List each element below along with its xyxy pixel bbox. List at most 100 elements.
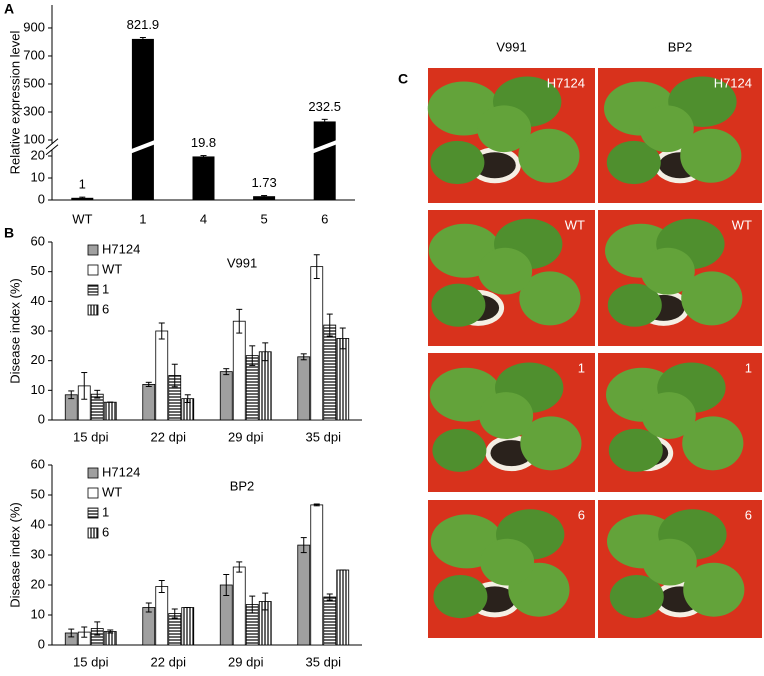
bar: [219, 371, 233, 421]
leaf: [478, 247, 533, 295]
error-bar: [171, 608, 178, 619]
bar: [258, 351, 272, 421]
error-bar: [81, 626, 88, 638]
chart-subtitle: BP2: [230, 478, 255, 493]
legend-label: WT: [102, 261, 122, 276]
plant-photo: [598, 500, 762, 638]
error-bar: [94, 621, 101, 636]
leaf: [606, 140, 661, 185]
leaf: [520, 416, 582, 471]
y-tick-label: 700: [23, 47, 45, 62]
photo-label: WT: [565, 217, 585, 232]
leaf: [477, 105, 532, 153]
photo-label: 6: [745, 507, 752, 522]
y-tick-label: 0: [38, 636, 45, 651]
error-bar: [68, 390, 75, 400]
bar: [103, 401, 117, 421]
x-tick-label: WT: [72, 211, 92, 226]
x-tick-label: 35 dpi: [306, 654, 342, 669]
photo-label: H7124: [714, 75, 752, 90]
value-label: 19.8: [191, 135, 216, 150]
leaf: [607, 283, 662, 327]
panel-label: A: [4, 1, 14, 17]
x-tick-label: 5: [260, 211, 267, 226]
y-axis-label: Disease index (%): [7, 502, 22, 608]
error-bar: [81, 372, 88, 400]
x-tick-label: 29 dpi: [228, 654, 264, 669]
error-bar: [184, 394, 191, 403]
axis-break-mark: [45, 144, 59, 156]
error-bar: [313, 254, 320, 279]
leaf: [480, 538, 535, 586]
bar: [142, 607, 156, 646]
value-label: 1: [79, 177, 86, 192]
leaf: [639, 105, 694, 153]
y-tick-label: 50: [31, 486, 45, 501]
column-header: BP2: [668, 39, 693, 54]
photo-panel: [427, 68, 762, 638]
error-bar: [158, 322, 165, 340]
error-bar: [145, 381, 152, 387]
axis-break: [310, 139, 339, 154]
leaf: [433, 575, 488, 619]
error-bar: [261, 195, 268, 198]
y-tick-label: 20: [31, 147, 45, 162]
x-tick-label: 6: [321, 211, 328, 226]
photo-label: 1: [745, 360, 752, 375]
bar: [232, 320, 246, 421]
error-bar: [94, 389, 101, 399]
legend-label: 6: [102, 301, 109, 316]
value-label: 821.9: [127, 17, 160, 32]
error-bar: [236, 561, 243, 573]
bar: [232, 566, 246, 646]
bar: [192, 156, 215, 200]
photo-label: 6: [578, 507, 585, 522]
error-bar: [79, 196, 86, 199]
bar: [310, 266, 324, 421]
legend-swatch: [87, 264, 99, 276]
leaf: [682, 416, 744, 471]
error-bar: [158, 580, 165, 593]
legend-label: H7124: [102, 241, 140, 256]
bar: [155, 586, 169, 646]
error-bar: [249, 595, 256, 614]
legend-swatch: [87, 467, 99, 479]
y-tick-label: 20: [31, 576, 45, 591]
photo-label: WT: [732, 217, 752, 232]
x-tick-label: 22 dpi: [151, 429, 187, 444]
legend-label: 1: [102, 281, 109, 296]
leaf: [431, 283, 486, 327]
value-label: 232.5: [308, 99, 341, 114]
x-tick-label: 1: [139, 211, 146, 226]
y-tick-label: 0: [38, 411, 45, 426]
bar: [181, 607, 195, 646]
legend-label: 1: [102, 504, 109, 519]
legend-swatch: [87, 487, 99, 499]
legend-swatch: [87, 244, 99, 256]
bar: [323, 596, 337, 646]
leaf: [641, 392, 696, 439]
error-bar: [249, 345, 256, 366]
error-bar: [223, 368, 230, 376]
x-tick-label: 15 dpi: [73, 429, 109, 444]
photo-label: H7124: [547, 75, 585, 90]
leaf: [430, 140, 485, 185]
panel-label: B: [4, 225, 14, 241]
error-bar: [326, 313, 333, 337]
legend-swatch: [87, 507, 99, 519]
leaf: [608, 428, 663, 472]
plant-photo: [427, 68, 595, 203]
leaf: [642, 538, 697, 586]
y-axis-label: Relative expression level: [7, 30, 22, 174]
soil: [473, 152, 516, 179]
y-tick-label: 60: [31, 233, 45, 248]
error-bar: [107, 629, 114, 634]
bar: [336, 569, 350, 646]
error-bar: [321, 118, 328, 125]
error-bar: [236, 308, 243, 334]
bar: [336, 338, 350, 421]
plant-photo: [428, 353, 595, 492]
leaf: [680, 128, 742, 183]
error-bar: [262, 342, 269, 362]
